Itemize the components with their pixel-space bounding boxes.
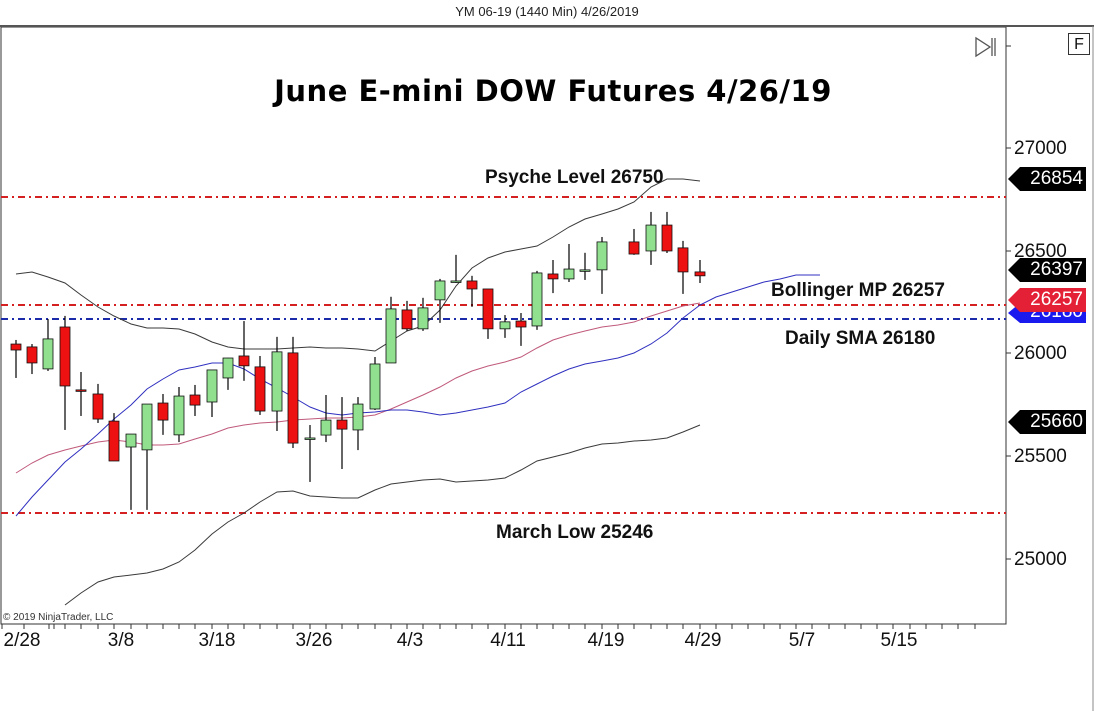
candle-down — [26, 346, 38, 364]
candle-down — [189, 394, 201, 406]
x-tick-label: 3/8 — [107, 630, 135, 651]
candle-down — [238, 355, 250, 367]
candle-up — [450, 280, 462, 283]
y-axis-ticks — [1006, 45, 1011, 560]
candle-down — [547, 273, 559, 280]
candle-down — [628, 241, 640, 255]
horizontal-level-lines — [1, 196, 1006, 514]
annotation-bollinger-mp: Bollinger MP 26257 — [771, 280, 945, 301]
x-tick-label: 4/19 — [587, 630, 625, 651]
candle-down — [59, 326, 71, 387]
x-tick-label: 2/28 — [3, 630, 41, 651]
candle-up — [320, 419, 332, 436]
candle-down — [336, 419, 348, 430]
x-tick-label: 5/15 — [880, 630, 918, 651]
candle-down — [287, 352, 299, 444]
candle-up — [369, 363, 381, 410]
x-tick-label: 3/18 — [198, 630, 236, 651]
x-axis-ticks — [1, 624, 976, 629]
annotation-psyche-level: Psyche Level 26750 — [485, 167, 664, 188]
copyright-notice: © 2019 NinjaTrader, LLC — [3, 612, 114, 623]
candle-down — [108, 420, 120, 462]
candle-up — [434, 280, 446, 301]
x-tick-label: 5/7 — [788, 630, 816, 651]
y-tick-26000: 26000 — [1014, 343, 1067, 364]
candle-down — [10, 343, 22, 351]
x-tick-label: 4/3 — [396, 630, 424, 651]
candlesticks — [10, 211, 706, 510]
x-tick-label: 4/11 — [490, 630, 526, 651]
candle-up — [645, 224, 657, 252]
skip-to-end-icon[interactable] — [975, 36, 996, 58]
candle-up — [563, 268, 575, 280]
price-badge-26854: 26854 — [1008, 167, 1086, 191]
y-tick-25500: 25500 — [1014, 446, 1067, 467]
candle-down — [661, 224, 673, 252]
candle-up — [304, 437, 316, 440]
window-title: YM 06-19 (1440 Min) 4/26/2019 — [455, 4, 639, 19]
candle-up — [596, 241, 608, 271]
candle-down — [92, 393, 104, 420]
x-tick-label: 3/26 — [295, 630, 333, 651]
candle-down — [466, 280, 478, 290]
annotation-daily-sma: Daily SMA 26180 — [785, 328, 936, 349]
candle-up — [125, 433, 137, 448]
candle-down — [254, 366, 266, 412]
y-tick-25000: 25000 — [1014, 549, 1067, 570]
candle-up — [499, 321, 511, 330]
price-badge-bollinger-mid: 26257 — [1008, 288, 1086, 312]
price-badge-25660: 25660 — [1008, 410, 1086, 434]
candle-up — [531, 272, 543, 327]
candle-up — [141, 403, 153, 451]
candle-down — [677, 247, 689, 273]
candle-up — [222, 357, 234, 379]
candle-up — [579, 269, 591, 272]
f-button[interactable]: F — [1068, 33, 1090, 55]
chart-title: June E-mini DOW Futures 4/26/19 — [274, 74, 832, 108]
candle-up — [385, 308, 397, 364]
candle-up — [173, 395, 185, 436]
price-badge-last-price: 26397 — [1008, 258, 1086, 282]
candle-up — [206, 369, 218, 403]
candle-down — [157, 402, 169, 421]
candle-down — [694, 271, 706, 277]
annotation-march-low: March Low 25246 — [496, 522, 654, 543]
indicator-lines — [15, 178, 820, 606]
candle-down — [75, 389, 87, 392]
candle-up — [352, 403, 364, 431]
candle-up — [271, 351, 283, 412]
candle-down — [401, 309, 413, 330]
candle-down — [515, 320, 527, 328]
y-tick-27000: 27000 — [1014, 138, 1067, 159]
y-tick-26500: 26500 — [1014, 241, 1067, 262]
candle-up — [417, 307, 429, 330]
candle-up — [42, 338, 54, 370]
x-tick-label: 4/29 — [684, 630, 722, 651]
candle-down — [482, 288, 494, 330]
